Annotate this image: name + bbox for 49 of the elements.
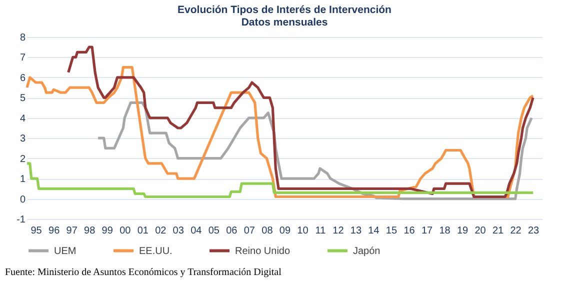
x-tick-label: 97: [66, 226, 78, 236]
y-tick-label: 1: [20, 174, 26, 186]
x-tick-label: 20: [474, 226, 486, 236]
x-tick-label: 14: [368, 226, 380, 236]
source-note: Fuente: Ministerio de Asuntos Económicos y Transformación Digital: [5, 267, 282, 278]
x-tick-label: 08: [262, 226, 274, 236]
x-tick-label: 12: [332, 226, 344, 236]
x-tick-label: 96: [48, 226, 60, 236]
legend-label: Reino Unido: [235, 246, 290, 257]
y-tick-label: 8: [20, 32, 26, 44]
x-tick-label: 23: [528, 226, 540, 236]
x-tick-label: 05: [208, 226, 220, 236]
x-tick-label: 10: [297, 226, 309, 236]
line-series: [96, 101, 533, 200]
x-tick-label: 04: [190, 226, 202, 236]
legend-label: Japón: [353, 246, 380, 257]
line-series: [67, 46, 534, 198]
line-series: [26, 162, 534, 198]
y-tick-label: 2: [20, 154, 26, 165]
x-tick-label: 13: [350, 226, 362, 236]
x-tick-label: 07: [244, 226, 256, 236]
y-tick-label: -1: [16, 214, 26, 226]
legend-label: EE.UU.: [139, 246, 172, 257]
x-tick-label: 22: [510, 226, 522, 236]
y-tick-label: 4: [20, 113, 26, 124]
y-tick-label: 5: [20, 93, 26, 104]
y-tick-label: 3: [20, 134, 26, 145]
x-tick-label: 18: [439, 226, 451, 236]
legend-label: UEM: [54, 246, 76, 257]
x-tick-label: 01: [137, 226, 149, 236]
y-tick-label: 7: [20, 52, 26, 64]
x-tick-label: 17: [421, 226, 434, 236]
y-tick-label: 0: [20, 194, 26, 206]
x-tick-label: 95: [30, 226, 42, 236]
x-tick-label: 19: [456, 226, 469, 236]
x-tick-label: 98: [84, 226, 96, 236]
x-tick-label: 21: [492, 226, 504, 236]
x-tick-label: 02: [155, 226, 167, 236]
x-tick-label: 09: [279, 226, 291, 236]
x-tick-label: 03: [172, 226, 184, 236]
x-tick-label: 15: [386, 226, 398, 236]
x-tick-label: 11: [315, 226, 326, 236]
y-tick-label: 6: [20, 72, 26, 84]
x-tick-label: 16: [404, 226, 416, 236]
x-tick-label: 99: [102, 226, 114, 236]
x-tick-label: 06: [226, 226, 238, 236]
chart-subtitle: Datos mensuales: [241, 16, 328, 28]
chart-title: Evolución Tipos de Interés de Intervención: [178, 4, 392, 16]
x-tick-label: 00: [120, 226, 132, 236]
